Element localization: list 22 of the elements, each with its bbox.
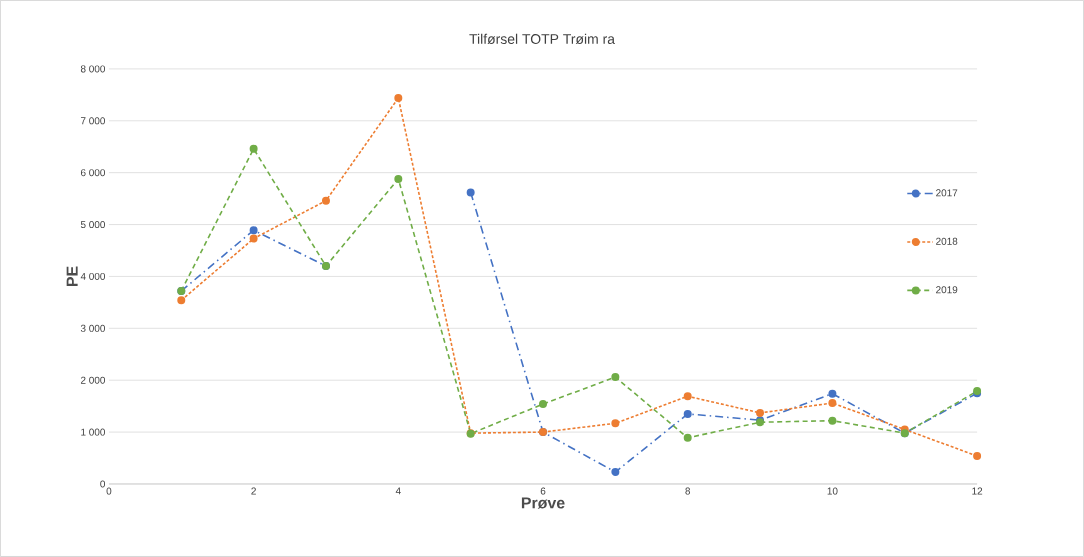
y-tick-label: 1 000 [81,428,106,436]
chart-title: Tilførsel TOTP Trøim ra [469,33,615,45]
y-tick-label: 4 000 [80,272,106,281]
y-tick-label: 7 000 [80,117,106,125]
x-tick-label: 8 [685,487,691,495]
y-tick-label: 5 000 [80,221,106,229]
y-tick-label: 2 000 [80,376,106,384]
legend-label: 2019 [936,286,958,294]
x-tick-label: 4 [395,487,401,495]
x-tick-label: 12 [972,487,983,495]
y-axis-title: PE [66,266,78,287]
y-tick-label: 8 000 [80,65,106,73]
x-tick-label: 6 [540,487,546,495]
x-tick-label: 0 [106,487,112,495]
x-axis-title: Prøve [521,497,565,509]
x-tick-label: 2 [251,487,256,495]
legend-label: 2018 [936,237,958,245]
legend-label: 2017 [936,189,958,197]
y-tick-label: 0 [100,480,106,488]
x-tick-label: 10 [827,487,838,495]
y-tick-label: 3 000 [80,324,106,332]
y-tick-label: 6 000 [80,169,106,177]
